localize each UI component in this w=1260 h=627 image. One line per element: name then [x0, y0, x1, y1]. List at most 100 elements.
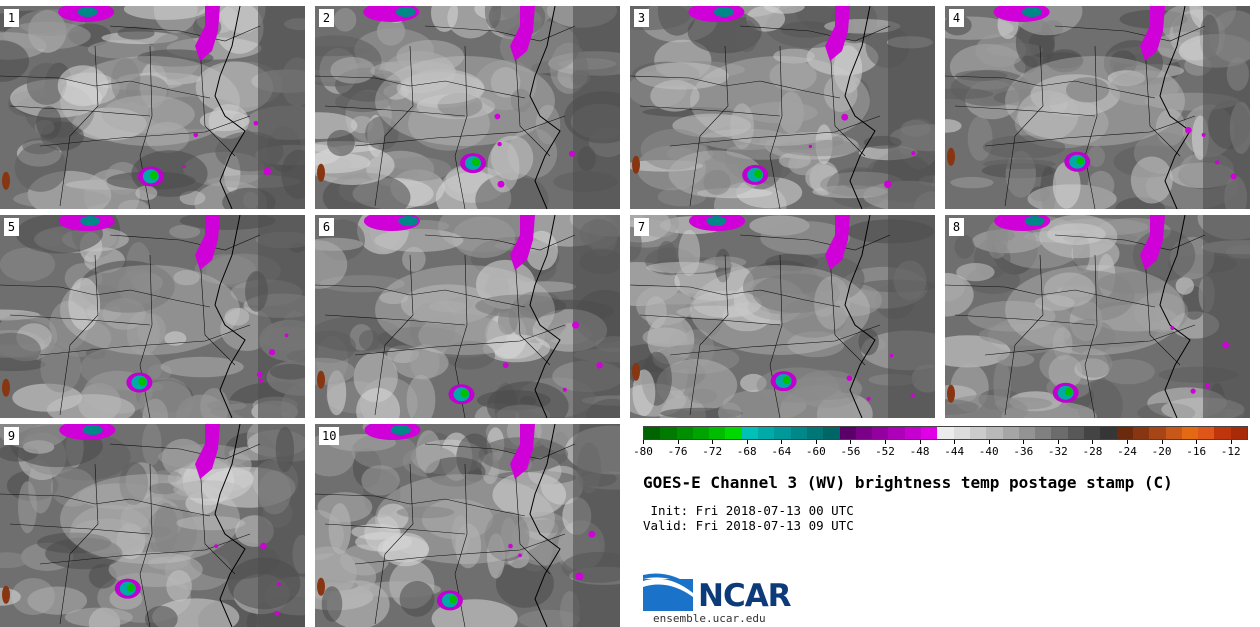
colorbar-tick — [850, 440, 852, 444]
colorbar-tick — [1196, 440, 1198, 444]
colorbar-segment — [1181, 427, 1199, 439]
colorbar-segment — [741, 427, 759, 439]
colorbar-segment — [1116, 427, 1133, 439]
colorbar-segment — [937, 427, 954, 439]
page-title: GOES-E Channel 3 (WV) brightness temp po… — [643, 473, 1173, 492]
colorbar-tick-label: -72 — [702, 445, 723, 458]
colorbar-tick — [1161, 440, 1163, 444]
colorbar-segment — [969, 427, 987, 439]
colorbar-tick — [746, 440, 748, 444]
colorbar-segment — [1067, 427, 1085, 439]
colorbar-segment — [1214, 427, 1231, 439]
colorbar-segment — [1132, 427, 1150, 439]
postage-stamp-panel: 8 — [945, 215, 1250, 418]
colorbar-tick-label: -48 — [909, 445, 930, 458]
panel-number: 9 — [4, 427, 19, 445]
colorbar-tick — [919, 440, 921, 444]
postage-stamp-panel: 10 — [315, 424, 620, 627]
colorbar-segment — [986, 427, 1003, 439]
postage-stamp-panel: 3 — [630, 6, 935, 209]
colorbar-tick — [1092, 440, 1094, 444]
colorbar-segment — [692, 427, 710, 439]
postage-stamp-panel: 5 — [0, 215, 305, 418]
colorbar-segment — [1035, 427, 1052, 439]
valid-time: Valid: Fri 2018-07-13 09 UTC — [643, 518, 854, 533]
colorbar-segment — [676, 427, 693, 439]
colorbar-tick-label: -44 — [944, 445, 965, 458]
colorbar-tick-label: -60 — [805, 445, 826, 458]
colorbar-segment — [823, 427, 840, 439]
colorbar-tick-label: -16 — [1186, 445, 1207, 458]
panel-number: 5 — [4, 218, 19, 236]
colorbar-tick — [885, 440, 886, 444]
panel-number: 3 — [634, 9, 649, 27]
colorbar-tick — [712, 440, 714, 444]
postage-stamp-panel: 7 — [630, 215, 935, 418]
colorbar-tick-label: -12 — [1220, 445, 1241, 458]
colorbar — [643, 426, 1248, 440]
colorbar-segment — [855, 427, 873, 439]
colorbar-segment — [758, 427, 775, 439]
colorbar-tick-label: -40 — [978, 445, 999, 458]
colorbar-segment — [644, 427, 661, 439]
colorbar-tick-label: -68 — [736, 445, 757, 458]
colorbar-segment — [839, 427, 856, 439]
colorbar-segment — [953, 427, 970, 439]
colorbar-segment — [1018, 427, 1036, 439]
panel-number: 6 — [319, 218, 334, 236]
colorbar-segment — [660, 427, 677, 439]
colorbar-tick — [1023, 440, 1025, 444]
colorbar-segment — [1198, 427, 1215, 439]
colorbar-segment — [790, 427, 807, 439]
colorbar-tick — [677, 440, 679, 444]
panel-number: 2 — [319, 9, 334, 27]
colorbar-segment — [1002, 427, 1019, 439]
colorbar-segment — [1100, 427, 1117, 439]
panel-number: 10 — [319, 427, 340, 445]
colorbar-tick-label: -80 — [633, 445, 653, 458]
colorbar-tick — [1127, 440, 1128, 444]
colorbar-segment — [888, 427, 905, 439]
colorbar-segment — [725, 427, 742, 439]
colorbar-tick — [815, 440, 817, 444]
colorbar-tick — [1230, 440, 1232, 444]
colorbar-tick-label: -76 — [667, 445, 688, 458]
panel-number: 1 — [4, 9, 19, 27]
colorbar-ticks: -80 -76 -72 -68 -64 -60 -56 -52 -48 -44 -40 -36 -32 -… — [633, 440, 1248, 460]
colorbar-segment — [904, 427, 922, 439]
postage-stamp-panel: 2 — [315, 6, 620, 209]
colorbar-tick — [643, 440, 644, 444]
panel-number: 4 — [949, 9, 964, 27]
colorbar-tick — [1057, 440, 1059, 444]
panel-number: 8 — [949, 218, 964, 236]
colorbar-segment — [709, 427, 726, 439]
postage-stamp-panel: 1 — [0, 6, 305, 209]
panel-number: 7 — [634, 218, 649, 236]
colorbar-segment — [774, 427, 791, 439]
colorbar-tick — [988, 440, 990, 444]
colorbar-tick-label: -20 — [1151, 445, 1172, 458]
site-url: ensemble.ucar.edu — [653, 612, 766, 625]
colorbar-segment — [806, 427, 824, 439]
colorbar-segment — [872, 427, 889, 439]
postage-stamp-panel: 6 — [315, 215, 620, 418]
ncar-logo-icon — [643, 573, 693, 611]
colorbar-tick-label: -52 — [875, 445, 895, 458]
colorbar-tick-label: -24 — [1117, 445, 1137, 458]
postage-stamp-panel: 4 — [945, 6, 1250, 209]
colorbar-tick-label: -56 — [840, 445, 861, 458]
ncar-logo-text: NCAR — [698, 578, 792, 614]
colorbar-segment — [1149, 427, 1166, 439]
colorbar-tick-label: -28 — [1082, 445, 1103, 458]
colorbar-tick-label: -36 — [1013, 445, 1034, 458]
colorbar-segment — [1230, 427, 1247, 439]
colorbar-tick — [781, 440, 783, 444]
init-time: Init: Fri 2018-07-13 00 UTC — [643, 503, 854, 518]
colorbar-segment — [1051, 427, 1068, 439]
colorbar-tick-label: -32 — [1047, 445, 1068, 458]
colorbar-segment — [921, 427, 938, 439]
colorbar-tick — [954, 440, 956, 444]
postage-stamp-panel: 9 — [0, 424, 305, 627]
colorbar-segment — [1165, 427, 1182, 439]
colorbar-segment — [1084, 427, 1101, 439]
